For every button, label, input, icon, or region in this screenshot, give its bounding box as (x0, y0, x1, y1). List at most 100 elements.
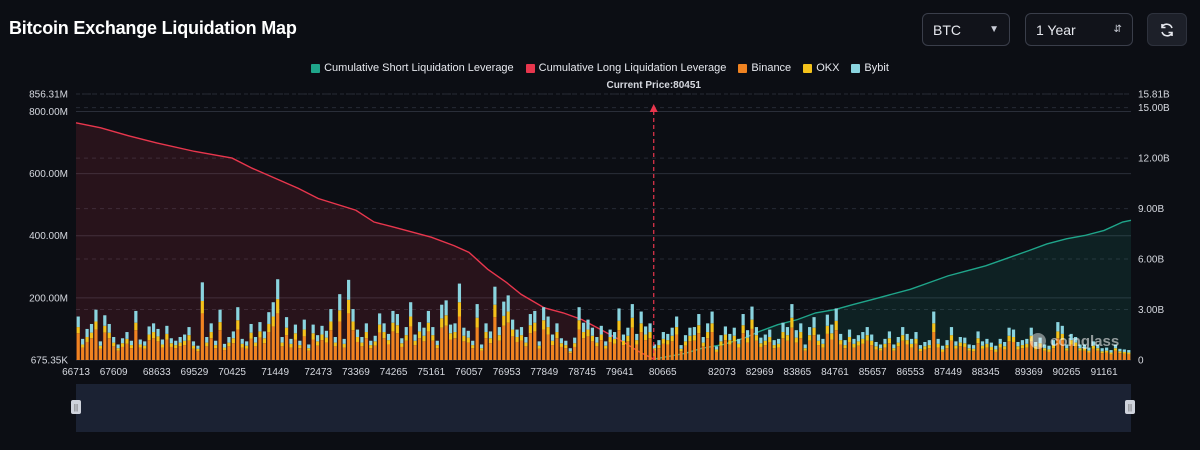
legend-item[interactable]: Bybit (851, 62, 889, 74)
legend-item[interactable]: OKX (803, 62, 839, 74)
x-tick-label: 73369 (342, 367, 370, 378)
bar-binance (200, 313, 204, 360)
bar-bybit (843, 340, 847, 346)
bar-okx (378, 324, 382, 333)
bar-okx (448, 333, 453, 340)
bar-bybit (741, 314, 745, 326)
bar-okx (635, 340, 639, 345)
bar-okx (887, 338, 892, 344)
bar-bybit (236, 307, 240, 321)
bar-bybit (945, 340, 949, 346)
bar-binance (630, 327, 634, 360)
bar-bybit (178, 337, 182, 343)
bar-binance (120, 346, 125, 360)
bar-okx (706, 332, 710, 339)
bar-bybit (639, 311, 643, 324)
bar-binance (980, 348, 985, 360)
bar-okx (382, 332, 386, 339)
bar-okx (568, 351, 572, 354)
bar-bybit (701, 337, 705, 343)
bar-binance (1065, 350, 1069, 360)
legend-item[interactable]: Binance (738, 62, 791, 74)
zoom-handle-right[interactable]: || (1125, 400, 1135, 414)
refresh-button[interactable] (1147, 13, 1187, 46)
bar-binance (794, 342, 798, 360)
bar-okx (701, 342, 705, 347)
chart-legend: Cumulative Short Liquidation Leverage Cum… (0, 62, 1200, 74)
bar-okx (249, 332, 253, 339)
bar-okx (621, 340, 626, 346)
bar-bybit (652, 344, 657, 349)
bar-binance (342, 347, 346, 360)
bar-okx (728, 340, 732, 345)
bar-okx (1016, 346, 1020, 350)
x-tick-label: 78745 (568, 367, 596, 378)
bar-binance (511, 336, 515, 360)
bar-bybit (918, 345, 923, 349)
bar-okx (861, 338, 865, 344)
bar-okx (1127, 352, 1131, 355)
bar-bybit (648, 323, 652, 333)
bar-binance (1073, 346, 1078, 360)
range-select[interactable]: 1 Year ⇵ (1025, 13, 1133, 46)
bar-okx (426, 322, 430, 332)
bar-binance (267, 332, 271, 360)
bar-okx (395, 325, 399, 334)
bar-bybit (134, 310, 138, 323)
bar-okx (852, 343, 856, 348)
bar-bybit (564, 340, 568, 346)
bar-binance (719, 345, 723, 360)
bar-okx (750, 319, 754, 329)
bar-okx (989, 346, 993, 351)
bar-okx (453, 332, 457, 339)
bar-binance (675, 334, 679, 360)
bar-okx (129, 345, 133, 349)
bar-bybit (222, 343, 227, 348)
legend-item[interactable]: Cumulative Long Liquidation Leverage (525, 62, 726, 74)
bar-binance (839, 344, 843, 360)
bar-bybit (630, 304, 634, 318)
bar-okx (958, 342, 962, 347)
y-right-tick-label: 3.00B (1138, 305, 1164, 316)
bar-binance (333, 346, 337, 360)
bar-okx (559, 343, 563, 347)
bar-binance (1082, 350, 1087, 360)
coin-select[interactable]: BTC ▼ (922, 13, 1010, 46)
bar-okx (1060, 333, 1064, 341)
bar-binance (865, 340, 869, 360)
bar-binance (289, 347, 293, 360)
zoom-handle-left[interactable]: || (71, 400, 81, 414)
bar-bybit (670, 327, 674, 336)
bar-bybit (253, 337, 258, 343)
bar-binance (989, 350, 993, 360)
bar-okx (808, 335, 812, 341)
bar-okx (205, 342, 209, 347)
x-tick-label: 72473 (304, 367, 332, 378)
bar-binance (240, 347, 244, 360)
bar-binance (1051, 348, 1056, 360)
bar-okx (1003, 346, 1007, 350)
legend-item[interactable]: Cumulative Short Liquidation Leverage (311, 62, 514, 74)
bar-okx (484, 332, 488, 339)
bar-okx (994, 349, 998, 352)
bar-binance (129, 348, 133, 360)
bar-bybit (861, 332, 865, 339)
bar-okx (1047, 349, 1051, 352)
y-right-tick-label: 15.00B (1138, 103, 1170, 114)
bar-okx (546, 327, 550, 335)
bar-bybit (621, 334, 626, 341)
bar-binance (568, 353, 572, 360)
bar-okx (293, 333, 298, 340)
y-left-tick-label: 856.31M (29, 90, 68, 101)
bar-binance (661, 343, 665, 360)
bar-okx (918, 348, 923, 352)
bar-bybit (644, 326, 648, 335)
bar-bybit (453, 323, 457, 333)
bar-bybit (1029, 327, 1033, 336)
bar-bybit (1100, 348, 1104, 352)
bar-okx (555, 332, 559, 339)
zoom-slider-track[interactable] (76, 384, 1131, 432)
bar-binance (714, 351, 719, 360)
bar-okx (475, 317, 479, 328)
bar-okx (178, 342, 182, 347)
